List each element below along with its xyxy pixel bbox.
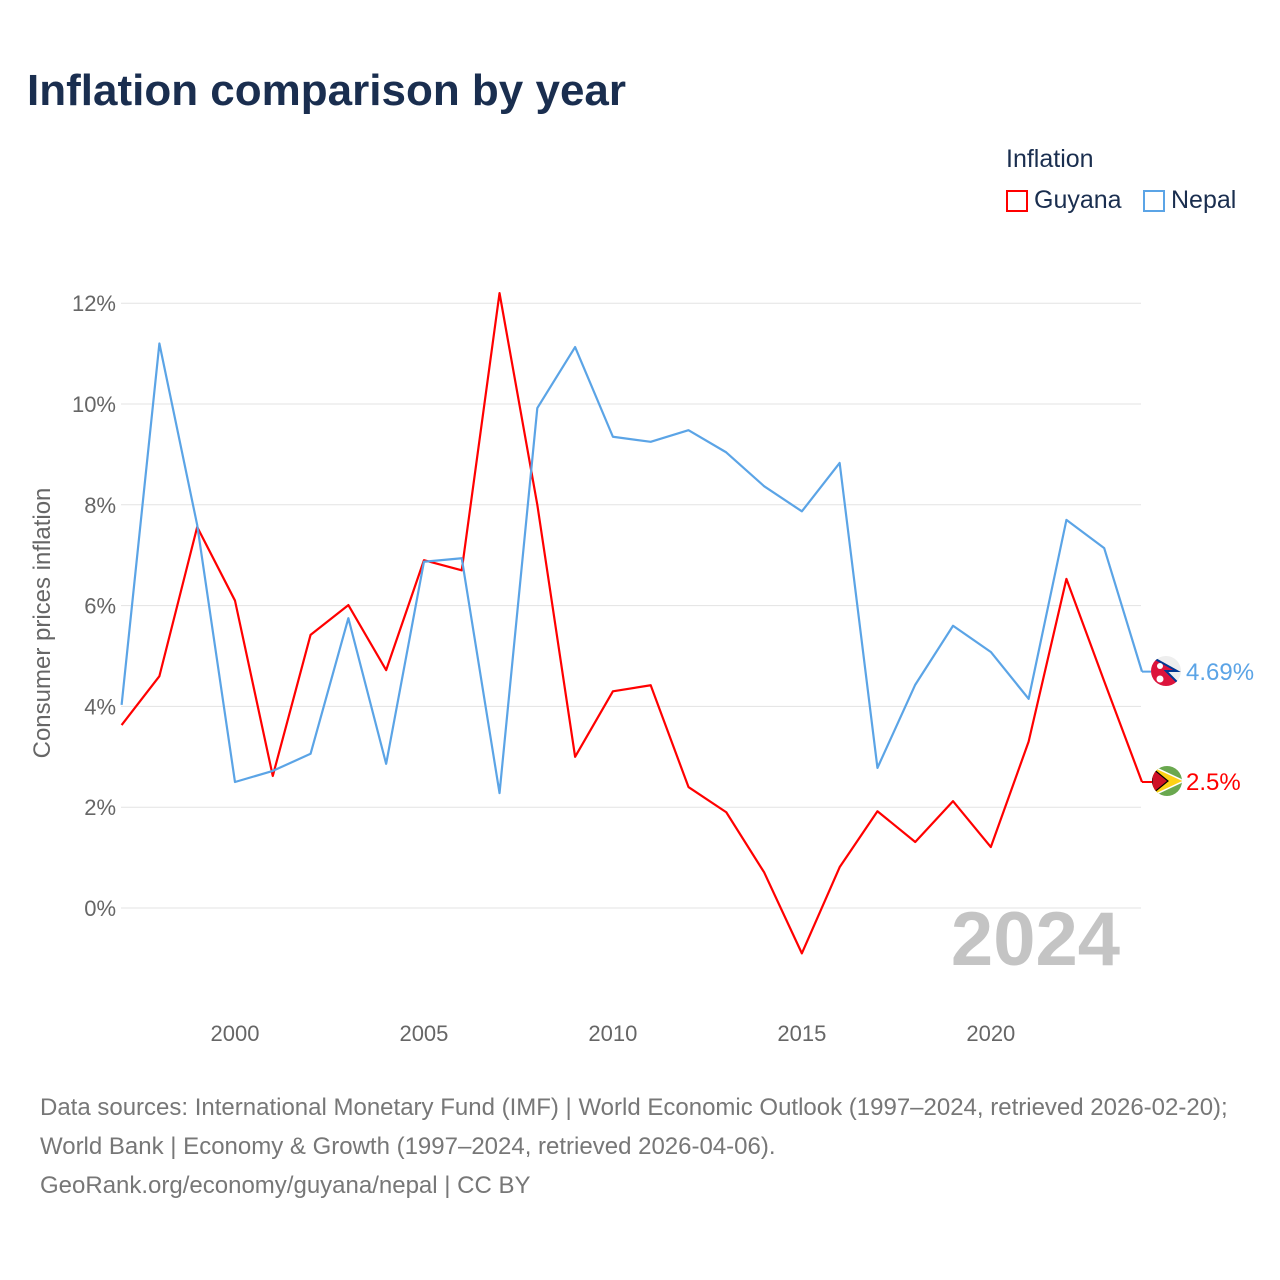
guyana-flag-icon [1152, 766, 1182, 796]
chart-title: Inflation comparison by year [27, 66, 627, 115]
source-note: Data sources: International Monetary Fun… [40, 1088, 1250, 1205]
year-watermark: 2024 [951, 897, 1120, 982]
legend-label: Guyana [1034, 186, 1122, 214]
y-tick-label: 4% [84, 694, 116, 719]
legend-label: Nepal [1171, 186, 1237, 214]
y-tick-label: 8% [84, 493, 116, 518]
end-label-nepal: 4.69% [1186, 659, 1254, 686]
y-tick-label: 12% [72, 291, 116, 316]
line-chart: 0% 2% 4% 6% 8% 10% 12% 2000 2005 2010 2015 2020 202… [29, 291, 1254, 1046]
source-line-1: Data sources: International Monetary Fun… [40, 1094, 1228, 1160]
series-line-nepal [120, 342, 1144, 795]
legend-item-guyana[interactable]: Guyana [1006, 186, 1122, 215]
series-line-guyana [120, 292, 1144, 955]
x-tick-label: 2020 [966, 1021, 1015, 1046]
y-tick-label: 10% [72, 392, 116, 417]
x-tick-label: 2015 [777, 1021, 826, 1046]
y-tick-label: 0% [84, 896, 116, 921]
x-tick-label: 2005 [399, 1021, 448, 1046]
end-label-guyana: 2.5% [1186, 769, 1241, 796]
y-tick-label: 2% [84, 795, 116, 820]
y-tick-label: 6% [84, 594, 116, 619]
x-tick-label: 2010 [588, 1021, 637, 1046]
legend-swatch-guyana [1006, 189, 1028, 212]
x-tick-label: 2000 [211, 1021, 260, 1046]
y-axis-label: Consumer prices inflation [29, 488, 56, 759]
legend-item-nepal[interactable]: Nepal [1143, 186, 1236, 215]
legend-title: Inflation [1006, 145, 1094, 173]
legend-swatch-nepal [1143, 189, 1165, 212]
nepal-flag-icon [1151, 656, 1181, 686]
source-line-2[interactable]: GeoRank.org/economy/guyana/nepal | CC BY [40, 1172, 531, 1199]
